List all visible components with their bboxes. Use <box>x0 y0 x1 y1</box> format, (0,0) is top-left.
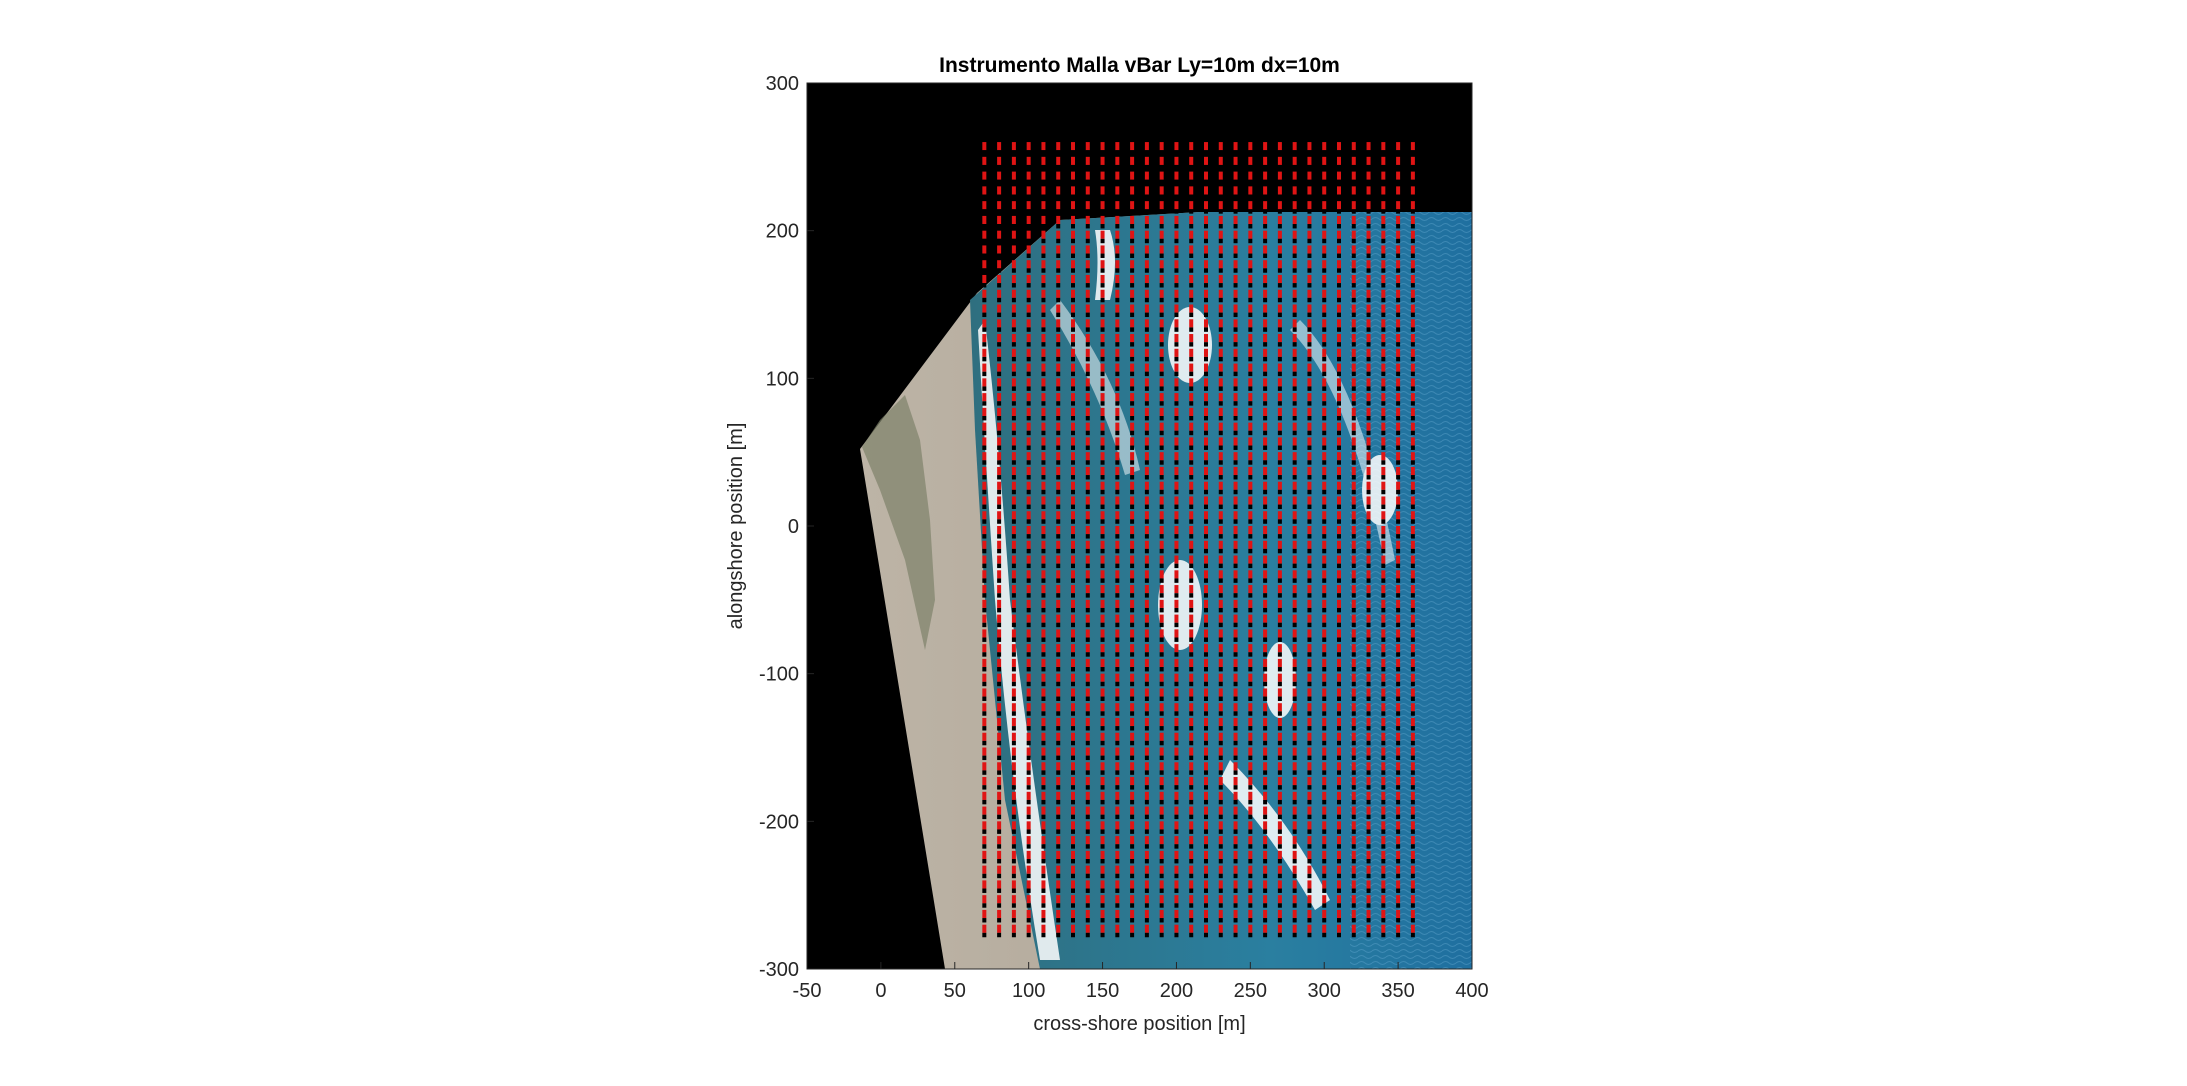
x-tick-label: 350 <box>1381 980 1414 1002</box>
y-tick-label: -100 <box>759 664 799 686</box>
x-tick-label: 50 <box>944 980 966 1002</box>
y-axis-ticks: 300 200 100 0 -100 -200 -300 <box>759 73 814 981</box>
x-tick-label: 250 <box>1234 980 1267 1002</box>
x-tick-label: 150 <box>1086 980 1119 1002</box>
x-axis-label: cross-shore position [m] <box>1033 1013 1245 1035</box>
x-tick-label: 100 <box>1012 980 1045 1002</box>
x-tick-label: 200 <box>1160 980 1193 1002</box>
beach-vegetation <box>862 395 935 650</box>
y-tick-label: -200 <box>759 811 799 833</box>
x-axis-ticks: -50 0 50 100 150 200 250 300 350 400 <box>793 962 1489 1002</box>
instrument-grid <box>982 142 1415 938</box>
x-tick-label: 0 <box>875 980 886 1002</box>
x-tick-label: 300 <box>1308 980 1341 1002</box>
y-tick-label: 0 <box>788 516 799 538</box>
plot-area <box>807 83 1472 969</box>
chart-title: Instrumento Malla vBar Ly=10m dx=10m <box>939 54 1340 77</box>
y-tick-label: -300 <box>759 959 799 981</box>
x-tick-label: -50 <box>793 980 822 1002</box>
y-tick-label: 200 <box>766 221 799 243</box>
x-tick-label: 400 <box>1455 980 1488 1002</box>
y-axis-label: alongshore position [m] <box>725 423 747 630</box>
y-tick-label: 100 <box>766 368 799 390</box>
y-tick-label: 300 <box>766 73 799 95</box>
